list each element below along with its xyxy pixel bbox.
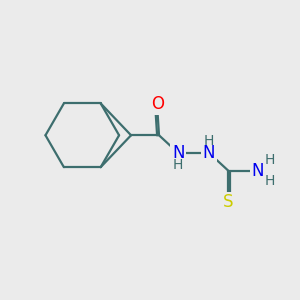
Text: H: H	[204, 134, 214, 148]
Text: N: N	[172, 144, 184, 162]
Text: H: H	[264, 174, 274, 188]
Text: S: S	[223, 194, 233, 211]
Text: N: N	[251, 162, 264, 180]
Text: N: N	[203, 144, 215, 162]
Text: O: O	[151, 95, 164, 113]
Text: H: H	[264, 153, 274, 167]
Text: H: H	[173, 158, 183, 172]
